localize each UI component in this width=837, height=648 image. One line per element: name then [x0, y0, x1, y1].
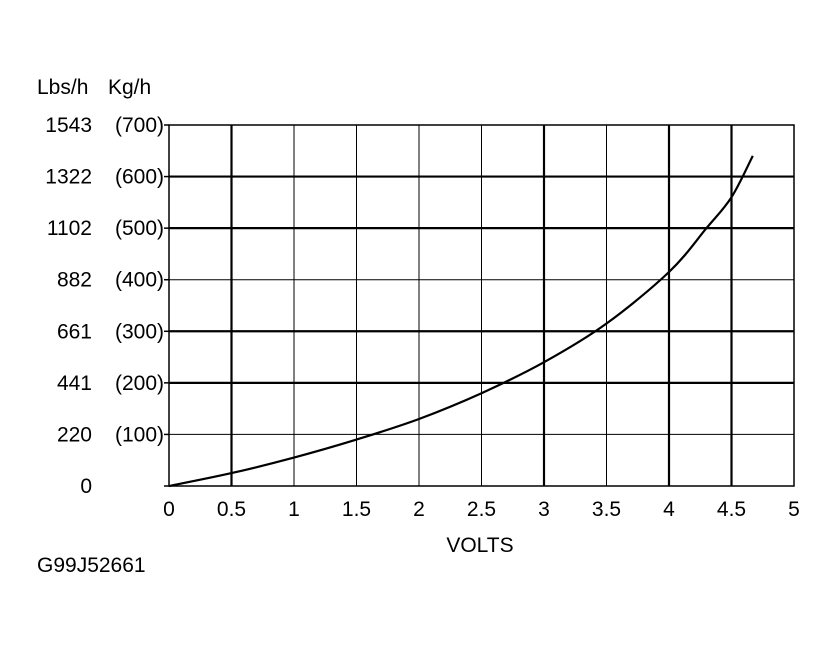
y-axis-label-lbs: Lbs/h — [37, 76, 88, 99]
y-tick-label-lbs-5: 1102 — [47, 217, 92, 240]
y-tick-label-lbs-1: 220 — [57, 423, 92, 446]
grid — [168, 124, 795, 487]
reference-lines — [169, 125, 794, 486]
x-tick-label-0: 0 — [163, 498, 175, 521]
y-tick-label-kg-5: (500) — [115, 217, 164, 240]
x-axis-label: VOLTS — [446, 534, 513, 557]
x-tick-label-6: 3 — [538, 498, 550, 521]
y-tick-label-lbs-6: 1322 — [45, 166, 92, 189]
x-tick-label-9: 4.5 — [717, 498, 746, 521]
x-tick-label-2: 1 — [288, 498, 300, 521]
y-tick-label-lbs-3: 661 — [57, 320, 92, 343]
plot-frame — [168, 124, 795, 487]
x-tick-label-8: 4 — [663, 498, 675, 521]
y-tick-label-kg-1: (100) — [115, 423, 164, 446]
x-tick-label-5: 2.5 — [467, 498, 496, 521]
y-axis-label-kg: Kg/h — [108, 76, 151, 99]
y-tick-label-kg-3: (300) — [115, 320, 164, 343]
y-tick-label-kg-7: (700) — [115, 114, 164, 137]
y-tick-label-lbs-7: 1543 — [45, 114, 92, 137]
y-tick-label-kg-4: (400) — [115, 269, 164, 292]
x-tick-label-10: 5 — [788, 498, 800, 521]
y-tick-label-lbs-4: 882 — [57, 269, 92, 292]
y-axis-ticks: 0 220 (100) 441 (200) 661 (300) 882 (400) 1102 (50… — [45, 114, 169, 498]
x-tick-label-4: 2 — [413, 498, 425, 521]
x-tick-label-7: 3.5 — [592, 498, 621, 521]
figure-code: G99J52661 — [37, 554, 146, 577]
x-tick-label-3: 1.5 — [342, 498, 371, 521]
y-tick-label-kg-6: (600) — [115, 166, 164, 189]
x-axis-ticks: 0 0.5 1 1.5 2 2.5 3 3.5 4 4.5 5 — [163, 498, 800, 521]
y-tick-label-lbs-0: 0 — [80, 475, 92, 498]
y-tick-label-lbs-2: 441 — [57, 372, 92, 395]
x-tick-label-1: 0.5 — [217, 498, 246, 521]
series-line — [168, 155, 754, 488]
y-tick-label-kg-2: (200) — [115, 372, 164, 395]
